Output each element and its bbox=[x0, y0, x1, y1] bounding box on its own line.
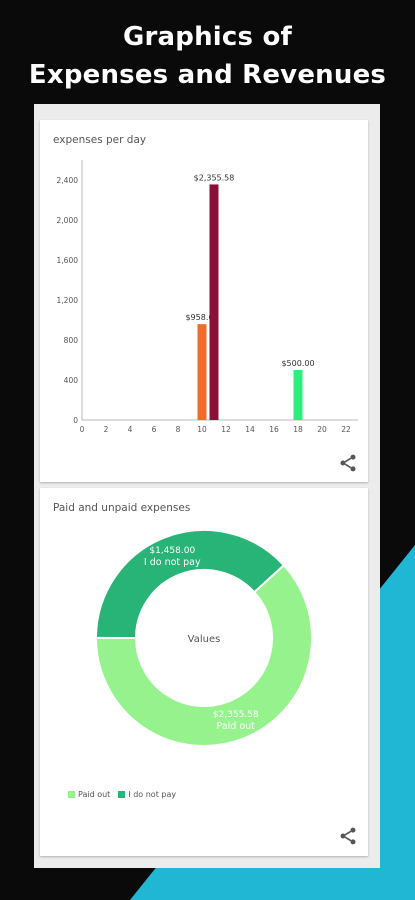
slice-amount-label: $2,355.58 bbox=[213, 710, 259, 720]
legend-item-unpaid: I do not pay bbox=[118, 790, 176, 799]
page-headline: Graphics of Expenses and Revenues bbox=[0, 18, 415, 94]
card-title: Paid and unpaid expenses bbox=[53, 502, 191, 514]
legend-swatch-paid bbox=[68, 791, 75, 798]
donut-slice bbox=[94, 563, 313, 747]
x-tick-label: 6 bbox=[152, 425, 157, 434]
x-tick-label: 8 bbox=[176, 425, 181, 434]
paid-unpaid-card: Paid and unpaid expenses $1,458.00 I do n… bbox=[40, 488, 368, 856]
app-screen: expenses per day 0 400 800 1,200 1,600 2,000 2… bbox=[34, 104, 380, 868]
expenses-per-day-card: expenses per day 0 400 800 1,200 1,600 2,000 2… bbox=[40, 120, 368, 482]
y-tick-label: 2,400 bbox=[57, 176, 79, 185]
y-tick-label: 400 bbox=[64, 376, 79, 385]
expenses-bar-chart: 0 400 800 1,200 1,600 2,000 2,400 0 2 4 6 8 10 12 14 16… bbox=[57, 160, 358, 434]
x-tick-label: 2 bbox=[104, 425, 109, 434]
y-tick-label: 1,200 bbox=[57, 296, 79, 305]
x-tick-label: 0 bbox=[80, 425, 85, 434]
donut-slice bbox=[94, 529, 286, 639]
share-icon[interactable] bbox=[338, 826, 358, 846]
y-tick-label: 800 bbox=[64, 336, 79, 345]
x-tick-label: 16 bbox=[269, 425, 279, 434]
bar bbox=[293, 370, 303, 420]
card-title: expenses per day bbox=[53, 134, 147, 146]
bar bbox=[209, 184, 219, 420]
slice-name-label: Paid out bbox=[217, 721, 256, 732]
legend-label: Paid out bbox=[78, 790, 111, 799]
x-tick-label: 10 bbox=[197, 425, 207, 434]
legend-label: I do not pay bbox=[128, 790, 177, 799]
x-tick-label: 14 bbox=[245, 425, 255, 434]
slice-amount-label: $1,458.00 bbox=[149, 546, 195, 556]
x-tick-label: 20 bbox=[317, 425, 327, 434]
x-tick-label: 4 bbox=[128, 425, 133, 434]
headline-line-2: Expenses and Revenues bbox=[28, 60, 387, 90]
headline-line-1: Graphics of bbox=[122, 22, 293, 52]
chart-legend: Paid out I do not pay bbox=[68, 790, 176, 799]
share-icon[interactable] bbox=[338, 453, 358, 473]
x-tick-label: 12 bbox=[221, 425, 231, 434]
bar-data-label: $958.60 bbox=[185, 313, 218, 322]
donut-center-label: Values bbox=[187, 634, 221, 645]
bar-data-label: $500.00 bbox=[281, 359, 314, 368]
slice-name-label: I do not pay bbox=[144, 557, 201, 568]
x-tick-label: 22 bbox=[341, 425, 351, 434]
legend-item-paid: Paid out bbox=[68, 790, 110, 799]
bar-data-label: $2,355.58 bbox=[194, 173, 235, 182]
y-tick-label: 0 bbox=[73, 416, 78, 425]
y-tick-label: 2,000 bbox=[57, 216, 79, 225]
y-tick-label: 1,600 bbox=[57, 256, 79, 265]
x-tick-label: 18 bbox=[293, 425, 303, 434]
bar bbox=[197, 324, 207, 420]
legend-swatch-unpaid bbox=[118, 791, 126, 798]
